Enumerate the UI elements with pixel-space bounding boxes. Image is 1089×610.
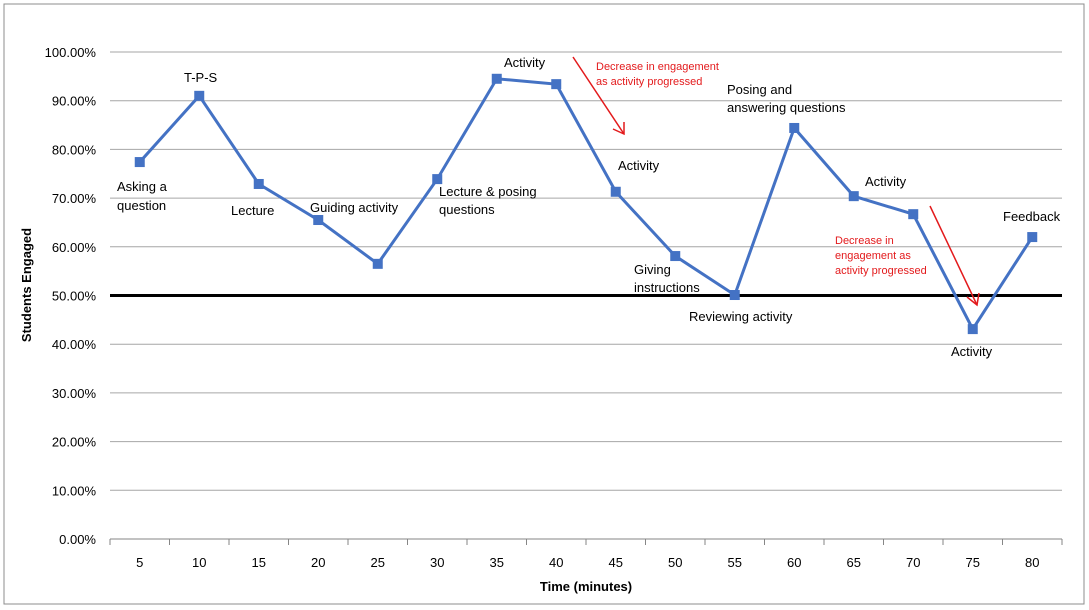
data-point-marker xyxy=(967,324,978,335)
annotation-activity-35: Activity xyxy=(504,55,546,70)
x-tick-label: 45 xyxy=(609,555,623,570)
x-tick-label: 80 xyxy=(1025,555,1039,570)
annotation-lecture: Lecture xyxy=(231,203,274,218)
annotation-activity-75: Activity xyxy=(951,344,993,359)
chart-frame xyxy=(3,3,1085,605)
data-point-marker xyxy=(194,90,205,101)
y-tick-label: 90.00% xyxy=(52,94,97,109)
x-tick-label: 55 xyxy=(728,555,742,570)
x-tick-label: 30 xyxy=(430,555,444,570)
x-tick-label: 60 xyxy=(787,555,801,570)
x-tick-label: 75 xyxy=(966,555,980,570)
data-point-marker xyxy=(313,215,324,226)
x-tick-label: 5 xyxy=(136,555,143,570)
x-tick-label: 20 xyxy=(311,555,325,570)
annotation-tps: T-P-S xyxy=(184,70,218,85)
annotation-guiding-activity: Guiding activity xyxy=(310,200,399,215)
x-tick-label: 25 xyxy=(371,555,385,570)
series-line xyxy=(138,77,1034,333)
annotation-lecture-posing: Lecture & posing questions xyxy=(439,184,540,217)
y-tick-label: 80.00% xyxy=(52,142,97,157)
y-tick-label: 60.00% xyxy=(52,240,97,255)
annotation-decrease-1: Decrease in engagement as activity progr… xyxy=(596,61,722,88)
data-point-marker xyxy=(729,290,740,301)
annotation-activity-65: Activity xyxy=(865,174,907,189)
y-tick-label: 50.00% xyxy=(52,289,97,304)
data-point-marker xyxy=(908,209,919,220)
y-tick-label: 0.00% xyxy=(59,532,96,547)
y-axis-title: Students Engaged xyxy=(19,228,34,342)
annotation-reviewing-activity: Reviewing activity xyxy=(689,309,793,324)
y-tick-label: 70.00% xyxy=(52,191,97,206)
data-point-marker xyxy=(253,178,264,189)
data-point-marker xyxy=(789,122,800,133)
annotation-posing-answering: Posing and answering questions xyxy=(727,82,846,115)
y-tick-label: 30.00% xyxy=(52,386,97,401)
x-tick-label: 40 xyxy=(549,555,563,570)
data-point-marker xyxy=(848,191,859,202)
y-tick-label: 20.00% xyxy=(52,435,97,450)
y-tick-label: 10.00% xyxy=(52,483,97,498)
annotation-asking-question: Asking a question xyxy=(117,179,171,213)
y-tick-label: 100.00% xyxy=(45,45,97,60)
data-point-marker xyxy=(372,258,383,269)
x-tick-label: 15 xyxy=(252,555,266,570)
data-point-marker xyxy=(610,186,621,197)
y-tick-label: 40.00% xyxy=(52,337,97,352)
x-tick-label: 50 xyxy=(668,555,682,570)
x-tick-label: 35 xyxy=(490,555,504,570)
x-tick-label: 10 xyxy=(192,555,206,570)
decrease-arrow-1 xyxy=(572,56,625,136)
annotation-giving-instructions: Giving instructions xyxy=(634,262,700,295)
annotation-activity-45: Activity xyxy=(618,158,660,173)
data-point-marker xyxy=(432,174,443,185)
x-axis-title: Time (minutes) xyxy=(540,579,632,594)
decrease-arrow-2 xyxy=(929,205,980,307)
data-point-marker xyxy=(670,251,681,262)
x-tick-label: 65 xyxy=(847,555,861,570)
x-tick-label: 70 xyxy=(906,555,920,570)
annotation-feedback: Feedback xyxy=(1003,209,1061,224)
data-point-marker xyxy=(491,73,502,84)
data-point-marker xyxy=(551,79,562,90)
annotation-decrease-2: Decrease in engagement as activity progr… xyxy=(835,235,927,277)
data-point-marker xyxy=(134,157,145,168)
data-point-marker xyxy=(1027,232,1038,243)
